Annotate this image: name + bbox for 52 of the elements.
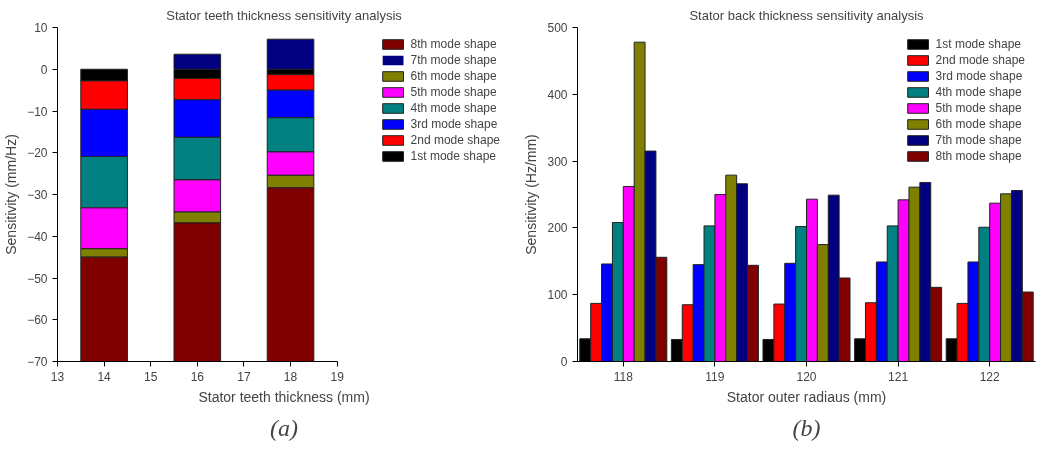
x-tick-label: 16 xyxy=(190,369,205,384)
x-tick-label: 118 xyxy=(613,369,634,384)
y-tick-label: −50 xyxy=(27,271,48,286)
y-axis-title: Sensitivity (mm/Hz) xyxy=(3,134,20,255)
x-axis-title: Stator teeth thickness (mm) xyxy=(198,388,370,405)
legend-label: 1st mode shape xyxy=(935,37,1021,51)
y-tick-label: 0 xyxy=(560,355,568,369)
chart-title: Stator back thickness sensitivity analysis xyxy=(689,7,925,23)
y-tick-label: 10 xyxy=(34,21,48,35)
y-tick-label: 100 xyxy=(547,288,568,303)
y-tick-label: −30 xyxy=(27,188,48,202)
legend-label: 7th mode shape xyxy=(410,53,497,67)
legend-label: 4th mode shape xyxy=(935,85,1022,99)
x-tick-label: 120 xyxy=(796,369,817,384)
y-tick-label: 500 xyxy=(547,21,568,35)
legend-label: 6th mode shape xyxy=(935,117,1022,131)
text: (b) xyxy=(792,414,821,441)
y-tick-label: −40 xyxy=(27,229,48,244)
legend-label: 3rd mode shape xyxy=(935,69,1023,83)
x-tick-label: 18 xyxy=(283,369,298,384)
x-tick-label: 17 xyxy=(237,369,251,384)
text: (a) xyxy=(270,414,298,441)
legend-label: 3rd mode shape xyxy=(410,117,498,131)
bar xyxy=(266,38,315,70)
x-tick-label: 15 xyxy=(144,369,158,384)
y-axis-title: Sensitivity (Hz/mm) xyxy=(523,134,540,255)
x-tick-label: 14 xyxy=(97,369,112,384)
x-tick-label: 122 xyxy=(979,369,1001,384)
legend-label: 7th mode shape xyxy=(935,133,1022,147)
x-tick-label: 19 xyxy=(330,369,345,384)
y-tick-label: −60 xyxy=(27,313,48,328)
legend-label: 8th mode shape xyxy=(935,149,1022,163)
y-tick-label: −20 xyxy=(27,146,48,161)
x-tick-label: 13 xyxy=(50,369,65,384)
legend-label: 6th mode shape xyxy=(410,69,497,83)
y-tick-label: −10 xyxy=(27,104,48,119)
x-axis-title: Stator outer radiaus (mm) xyxy=(726,388,887,405)
x-tick-label: 121 xyxy=(888,369,909,384)
y-tick-label: −70 xyxy=(27,355,48,369)
legend-label: 4th mode shape xyxy=(410,101,497,115)
x-tick-label: 119 xyxy=(705,369,725,384)
y-tick-label: 300 xyxy=(547,154,568,169)
y-tick-label: 0 xyxy=(40,62,48,77)
legend-label: 5th mode shape xyxy=(410,85,497,99)
legend-label: 2nd mode shape xyxy=(410,133,500,147)
legend-label: 2nd mode shape xyxy=(935,53,1025,67)
chart-title: Stator teeth thickness sensitivity analysis xyxy=(166,7,403,23)
legend-label: 8th mode shape xyxy=(410,37,497,51)
y-tick-label: 200 xyxy=(547,221,568,236)
y-tick-label: 400 xyxy=(547,87,568,102)
legend-label: 5th mode shape xyxy=(935,101,1022,115)
legend-label: 1st mode shape xyxy=(410,149,496,163)
